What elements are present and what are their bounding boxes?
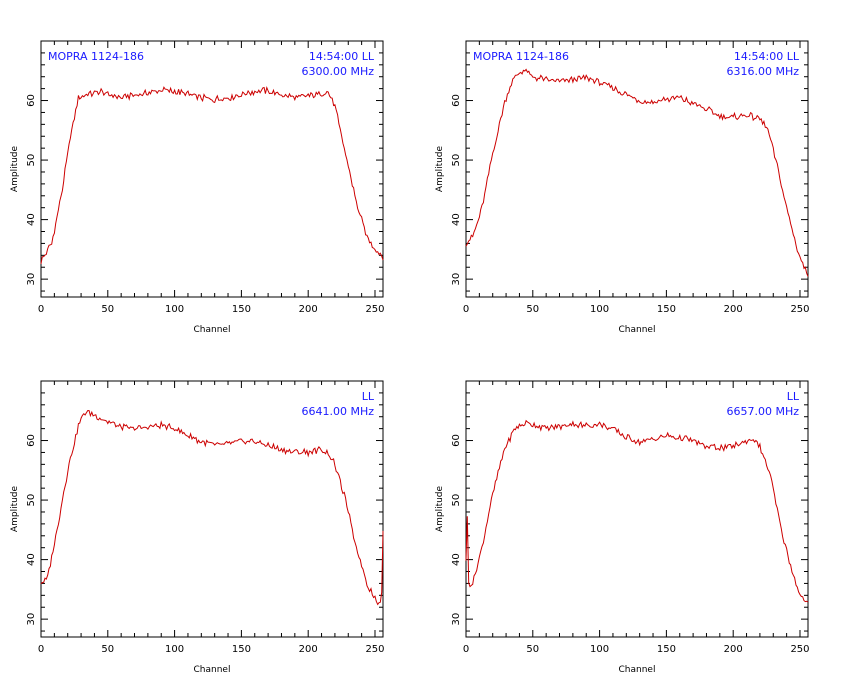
time-label: LL	[787, 390, 800, 403]
y-tick-label: 40	[451, 553, 462, 566]
frequency-label: 6641.00 MHz	[301, 405, 374, 418]
y-tick-label: 30	[451, 273, 462, 286]
y-tick-label: 40	[26, 213, 37, 226]
x-tick-label: 200	[299, 644, 318, 655]
spectrum-trace	[465, 68, 809, 277]
y-axis-title: Amplitude	[10, 145, 20, 192]
x-tick-label: 0	[38, 644, 44, 655]
y-axis-title: Amplitude	[435, 485, 445, 532]
y-tick-label: 60	[26, 94, 37, 107]
x-tick-label: 100	[165, 644, 184, 655]
plot-panel-4: 0 50 100 150 200 250 30 40 50 60 Channel Amplitude L…	[435, 380, 810, 675]
plot-panel-3: 0 50 100 150 200 250 30 40 50 60 Channel Amplitude L…	[10, 380, 385, 675]
plot-frame	[40, 380, 384, 638]
x-tick-label: 0	[463, 644, 469, 655]
source-label: MOPRA 1124-186	[473, 50, 569, 63]
y-tick-label: 50	[26, 494, 37, 507]
plot-panel-1: 0 50 100 150 200 250 30 40 50 60 Channel Amplitude M…	[10, 40, 385, 335]
x-tick-label: 250	[365, 644, 384, 655]
y-tick-label: 30	[26, 613, 37, 626]
x-tick-label: 100	[590, 644, 609, 655]
y-tick-label: 60	[451, 94, 462, 107]
frequency-label: 6657.00 MHz	[726, 405, 799, 418]
y-axis-title: Amplitude	[435, 145, 445, 192]
x-tick-label: 250	[365, 304, 384, 315]
y-tick-label: 40	[26, 553, 37, 566]
plot-panel-2: 0 50 100 150 200 250 30 40 50 60 Channel Amplitude M…	[435, 40, 810, 335]
x-tick-label: 50	[101, 304, 114, 315]
x-tick-label: 200	[724, 304, 743, 315]
x-tick-label: 50	[526, 304, 539, 315]
y-tick-label: 60	[451, 434, 462, 447]
y-tick-label: 50	[451, 494, 462, 507]
x-tick-label: 50	[101, 644, 114, 655]
frequency-label: 6316.00 MHz	[726, 65, 799, 78]
x-axis-title: Channel	[194, 325, 231, 335]
spectrum-trace	[40, 409, 384, 606]
x-tick-label: 200	[724, 644, 743, 655]
time-label: LL	[362, 390, 375, 403]
x-tick-label: 250	[790, 304, 809, 315]
x-tick-label: 150	[232, 304, 251, 315]
x-tick-label: 100	[165, 304, 184, 315]
x-axis-title: Channel	[619, 325, 656, 335]
y-tick-label: 50	[451, 154, 462, 167]
plot-frame	[465, 380, 809, 638]
y-tick-label: 60	[26, 434, 37, 447]
x-tick-label: 150	[657, 644, 676, 655]
source-label: MOPRA 1124-186	[48, 50, 144, 63]
x-tick-label: 200	[299, 304, 318, 315]
x-tick-label: 150	[232, 644, 251, 655]
frequency-label: 6300.00 MHz	[301, 65, 374, 78]
x-tick-label: 250	[790, 644, 809, 655]
spectrum-trace	[465, 419, 809, 603]
plot-frame	[465, 40, 809, 298]
y-tick-label: 50	[26, 154, 37, 167]
x-axis-title: Channel	[194, 665, 231, 675]
time-label: 14:54:00 LL	[309, 50, 375, 63]
x-tick-label: 0	[463, 304, 469, 315]
x-tick-label: 150	[657, 304, 676, 315]
time-label: 14:54:00 LL	[734, 50, 800, 63]
x-tick-label: 100	[590, 304, 609, 315]
x-tick-label: 50	[526, 644, 539, 655]
x-axis-title: Channel	[619, 665, 656, 675]
plot-frame	[40, 40, 384, 298]
y-tick-label: 30	[451, 613, 462, 626]
y-tick-label: 40	[451, 213, 462, 226]
y-tick-label: 30	[26, 273, 37, 286]
x-tick-label: 0	[38, 304, 44, 315]
spectrum-trace	[40, 85, 384, 264]
y-axis-title: Amplitude	[10, 485, 20, 532]
